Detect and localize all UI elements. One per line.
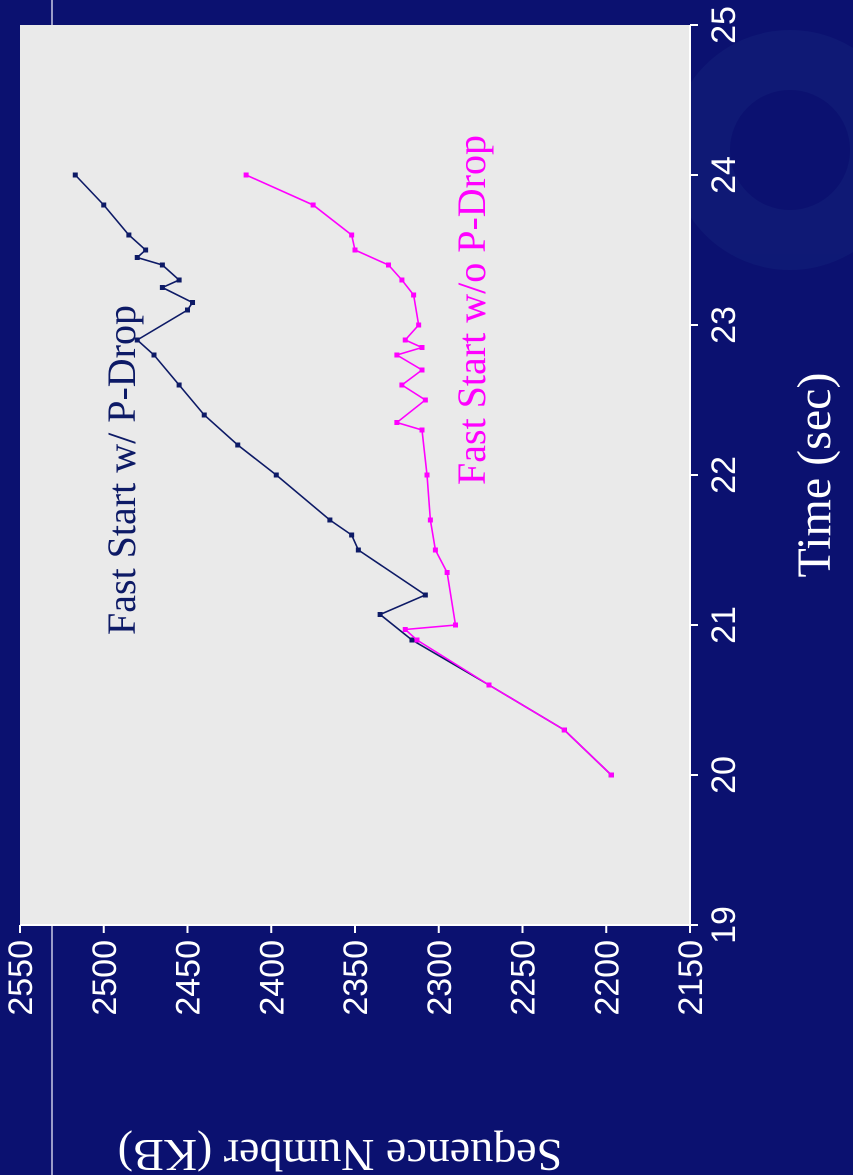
annotation-without-pdrop: Fast Start w/o P-Drop — [449, 135, 494, 485]
x-tick-label: 20 — [705, 756, 743, 794]
x-tick-label: 25 — [705, 6, 743, 44]
data-point — [422, 397, 428, 403]
data-point — [176, 382, 182, 388]
data-point — [349, 532, 355, 538]
data-point — [352, 247, 358, 253]
data-point — [561, 727, 567, 733]
data-point — [159, 285, 165, 290]
data-point — [126, 232, 132, 238]
data-point — [486, 682, 492, 688]
data-point — [608, 772, 614, 778]
data-point — [185, 307, 190, 313]
x-axis-label: Time (sec) — [788, 373, 841, 578]
y-tick-label: 2300 — [421, 940, 459, 1016]
y-tick-label: 2150 — [672, 940, 710, 1016]
data-point — [349, 232, 355, 238]
data-point — [419, 367, 425, 373]
series-layer — [72, 172, 614, 778]
x-tick-label: 21 — [705, 606, 743, 644]
x-tick-label: 23 — [705, 306, 743, 344]
data-point — [143, 247, 149, 253]
y-tick-label: 2500 — [86, 940, 124, 1016]
data-point — [151, 352, 157, 358]
data-point — [444, 570, 450, 575]
data-point — [355, 547, 361, 553]
y-tick-label: 2250 — [505, 940, 543, 1016]
data-point — [411, 292, 417, 298]
data-point — [159, 262, 165, 268]
y-tick-label: 2200 — [588, 940, 626, 1016]
x-tick-label: 24 — [705, 156, 743, 194]
data-point — [176, 277, 182, 283]
data-point — [394, 420, 400, 425]
data-point — [201, 412, 207, 418]
y-axis-label: Sequence Number (KB) — [118, 1130, 563, 1175]
data-point — [453, 622, 458, 628]
data-point — [235, 442, 241, 448]
annotation-with-pdrop: Fast Start w/ P-Drop — [99, 305, 144, 635]
plot-area — [20, 25, 690, 925]
data-point — [310, 202, 316, 208]
data-point — [394, 352, 400, 358]
data-point — [399, 382, 405, 388]
data-point — [409, 637, 415, 643]
data-point — [243, 172, 249, 178]
data-point — [402, 627, 408, 632]
data-point — [386, 262, 391, 268]
data-point — [419, 345, 425, 350]
data-point — [72, 172, 78, 178]
x-tick-label: 22 — [705, 456, 743, 494]
y-tick-label: 2450 — [170, 940, 208, 1016]
data-point — [416, 322, 422, 328]
data-point — [377, 612, 383, 617]
data-point — [422, 592, 428, 598]
decorative-gear-icon — [670, 30, 853, 270]
y-tick-label: 2550 — [2, 940, 40, 1016]
data-point — [402, 337, 408, 343]
data-point — [134, 337, 140, 343]
data-point — [424, 472, 430, 478]
data-point — [419, 427, 425, 433]
data-point — [273, 472, 279, 478]
data-point — [327, 517, 333, 523]
data-point — [101, 202, 107, 208]
data-point — [134, 255, 140, 260]
y-tick-label: 2400 — [253, 940, 291, 1016]
y-tick-label: 2350 — [337, 940, 375, 1016]
data-point — [190, 300, 196, 305]
axes: 19 20 21 22 23 24 25 2150 2200 2250 2300 2350 2400 24… — [2, 6, 743, 1016]
data-point — [427, 517, 433, 523]
x-tick-label: 19 — [705, 906, 743, 944]
data-point — [432, 547, 438, 553]
data-point — [414, 637, 420, 643]
data-point — [399, 277, 405, 283]
